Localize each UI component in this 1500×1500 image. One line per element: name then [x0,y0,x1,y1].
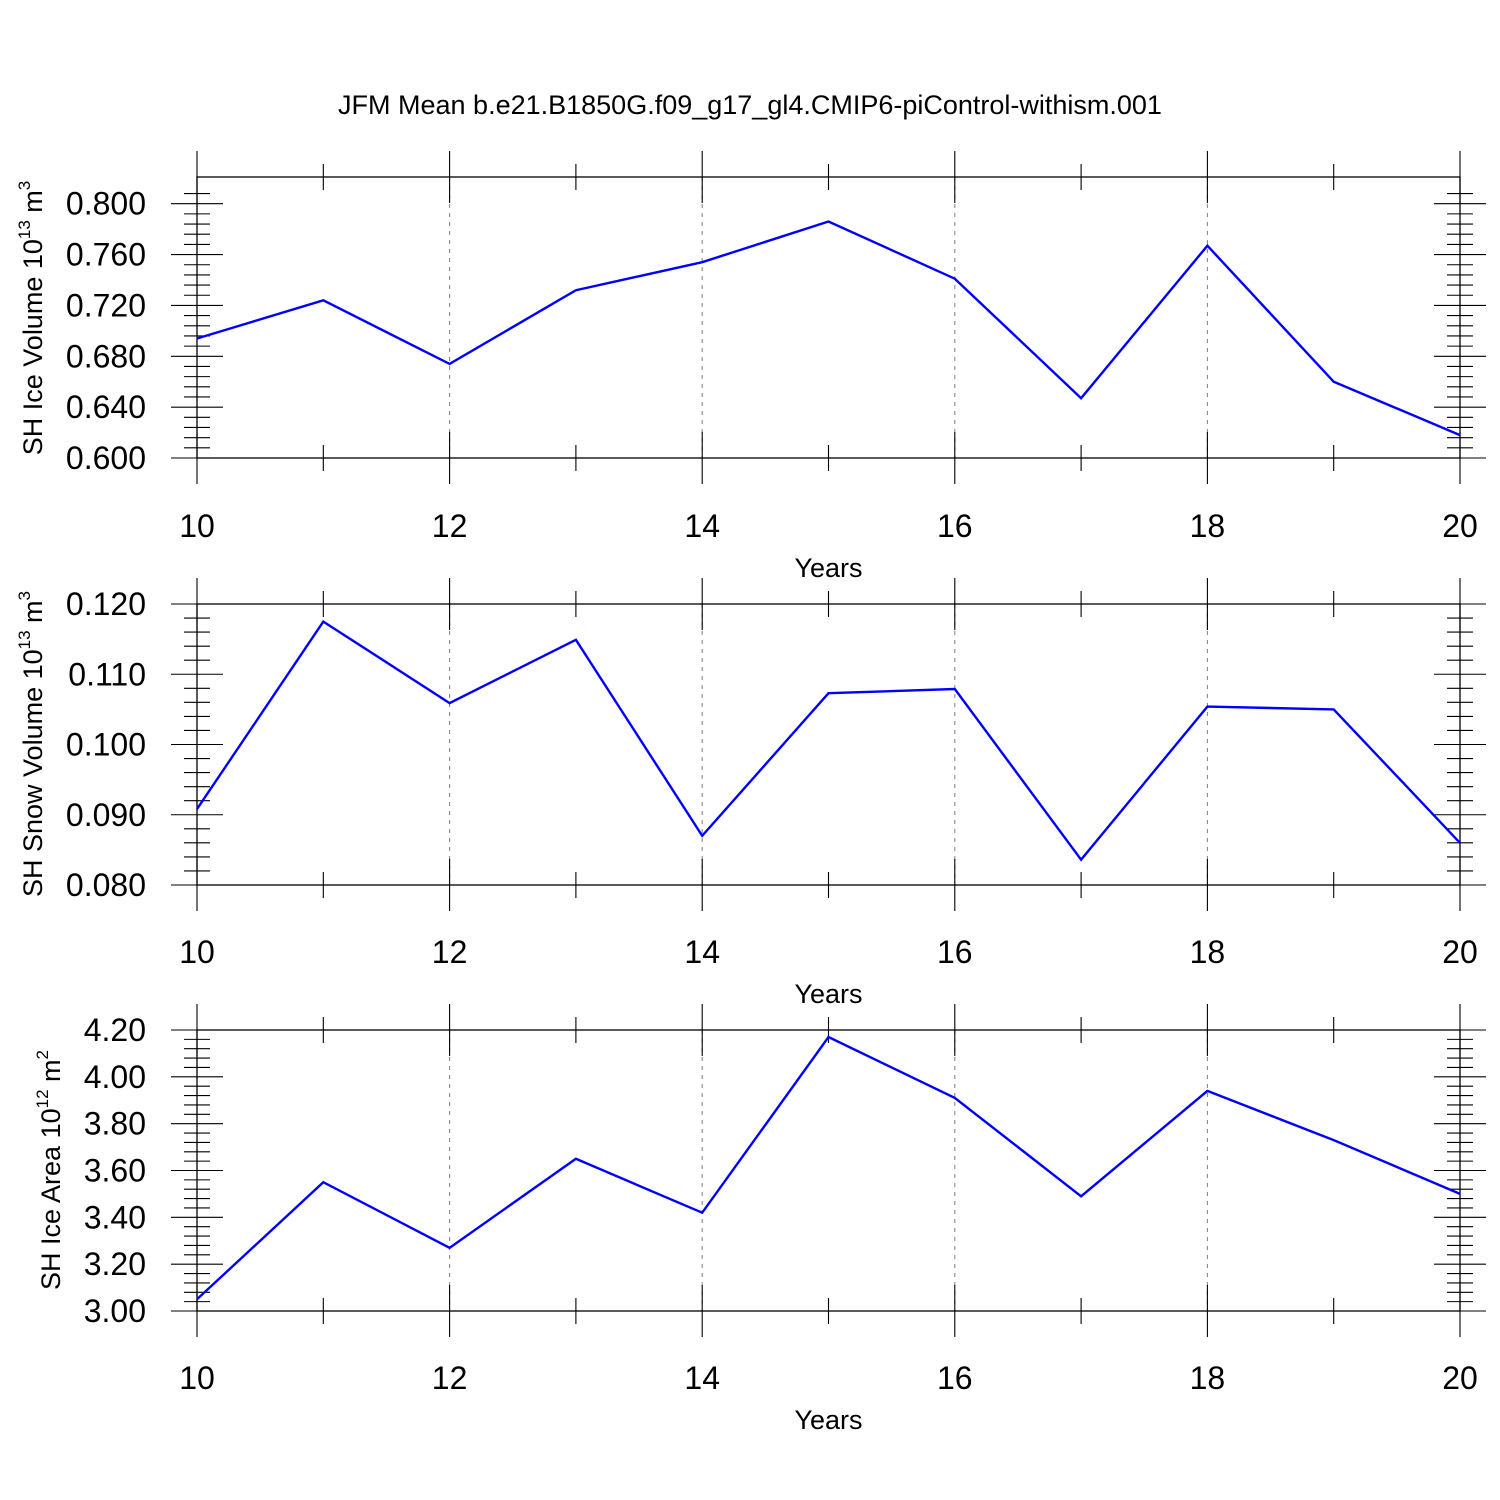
y-tick-label: 3.20 [84,1246,146,1282]
x-axis-label: Years [794,979,862,1009]
plot-frame [196,176,1461,459]
figure-title: JFM Mean b.e21.B1850G.f09_g17_gl4.CMIP6-… [338,90,1162,120]
data-line [196,1035,1461,1301]
x-axis-label: Years [794,1405,862,1435]
x-tick-label: 18 [1190,508,1226,544]
y-tick-label: 0.100 [66,727,146,763]
x-tick-label: 18 [1190,1360,1226,1396]
y-tick-label: 4.00 [84,1059,146,1095]
x-tick-label: 12 [432,934,468,970]
y-tick-label: 0.110 [68,656,146,692]
y-tick-label: 0.090 [66,797,146,833]
chart-panel-3: 10 12 14 16 18 20 3.00 3.20 3.40 3.60 3.80 4.00 4.20… [33,1004,1486,1435]
y-tick-label: 4.20 [84,1012,146,1048]
x-tick-label: 12 [432,508,468,544]
y-tick-label: 3.00 [84,1293,146,1329]
x-tick-label: 16 [937,934,973,970]
x-tick-label: 10 [179,1360,215,1396]
data-line [196,220,1461,437]
y-axis-label: SH Ice Area 1012 m2 [33,1050,66,1290]
chart-panel-1: 10 12 14 16 18 20 0.600 0.640 0.680 0.720 0.760 0.8… [15,151,1486,583]
y-tick-label: 0.120 [66,586,146,622]
x-tick-label: 10 [179,934,215,970]
y-tick-label: 0.800 [66,186,146,222]
y-tick-label: 0.080 [66,867,146,903]
chart-panels: 10 12 14 16 18 20 0.600 0.640 0.680 0.720 0.760 0.8… [15,151,1486,1435]
plot-frame [196,603,1461,886]
x-tick-label: 14 [684,508,720,544]
x-tick-label: 20 [1442,508,1478,544]
y-tick-label: 0.720 [66,287,146,323]
x-tick-label: 20 [1442,1360,1478,1396]
y-tick-label: 3.40 [84,1199,146,1235]
chart-panel-2: 10 12 14 16 18 20 0.080 0.090 0.100 0.110 0.120 Yea… [15,578,1486,1009]
y-tick-label: 3.60 [84,1153,146,1189]
y-tick-label: 0.760 [66,237,146,273]
y-tick-label: 0.640 [66,389,146,425]
x-tick-label: 12 [432,1360,468,1396]
y-axis-label: SH Ice Volume 1013 m3 [15,181,48,456]
x-tick-label: 18 [1190,934,1226,970]
data-line [196,619,1461,862]
y-tick-label: 0.680 [66,338,146,374]
x-tick-label: 16 [937,508,973,544]
x-tick-label: 14 [684,1360,720,1396]
y-axis-label: SH Snow Volume 1013 m3 [15,591,48,897]
plot-frame [196,1029,1461,1312]
y-tick-label: 0.600 [66,440,146,476]
x-tick-label: 14 [684,934,720,970]
x-axis-label: Years [794,553,862,583]
x-tick-label: 20 [1442,934,1478,970]
x-tick-label: 10 [179,508,215,544]
y-tick-label: 3.80 [84,1106,146,1142]
x-tick-label: 16 [937,1360,973,1396]
